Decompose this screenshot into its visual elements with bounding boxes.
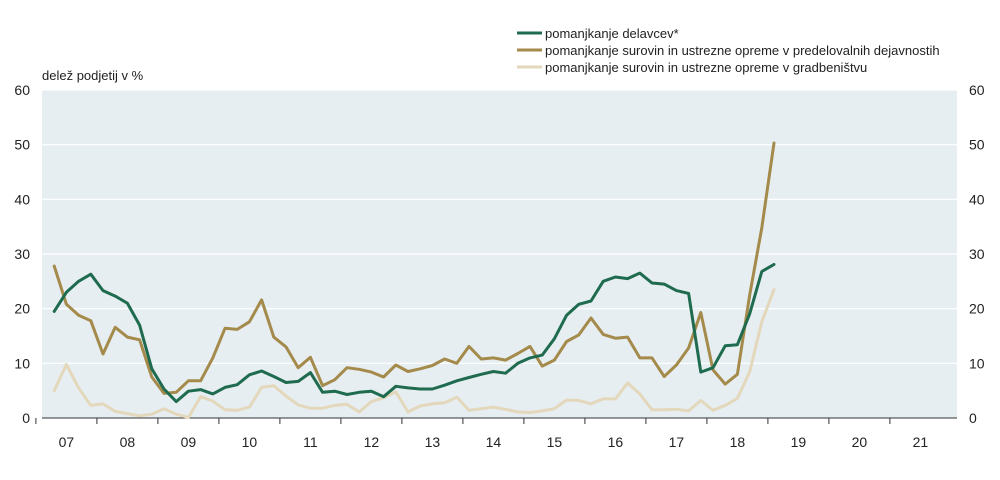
y-tick-label-left: 20: [14, 301, 30, 317]
x-tick-label: 17: [669, 434, 685, 450]
x-tick-label: 12: [364, 434, 380, 450]
x-tick-label: 19: [791, 434, 807, 450]
y-tick-label-left: 0: [22, 410, 30, 426]
legend-label: pomanjkanje surovin in ustrezne opreme v…: [545, 60, 867, 75]
y-tick-label-right: 30: [969, 246, 985, 262]
x-tick-label: 20: [852, 434, 868, 450]
x-tick-label: 10: [242, 434, 258, 450]
gridlines: [42, 89, 957, 419]
x-tick-label: 07: [59, 434, 75, 450]
x-tick-label: 18: [730, 434, 746, 450]
x-tick-label: 15: [547, 434, 563, 450]
x-tick-label: 13: [425, 434, 441, 450]
x-tick-label: 21: [913, 434, 929, 450]
legend-label: pomanjkanje surovin in ustrezne opreme v…: [545, 43, 940, 58]
y-tick-label-left: 30: [14, 246, 30, 262]
y-tick-label-right: 20: [969, 301, 985, 317]
y-tick-label-right: 0: [969, 410, 977, 426]
y-axis-right: 0 10 20 30 40 50 60: [969, 82, 985, 426]
y-tick-label-right: 10: [969, 355, 985, 371]
series-line-1: [52, 262, 776, 404]
y-tick-label-left: 60: [14, 82, 30, 98]
y-tick-label-left: 10: [14, 355, 30, 371]
y-axis-left: 0 10 20 30 40 50 60: [14, 82, 30, 426]
legend: pomanjkanje delavcev* pomanjkanje surovin…: [517, 26, 940, 75]
y-tick-label-left: 50: [14, 137, 30, 153]
x-tick-label: 16: [608, 434, 624, 450]
y-axis-label: delež podjetij v %: [42, 68, 144, 83]
series-lines: [52, 141, 776, 419]
y-tick-label-right: 60: [969, 82, 985, 98]
legend-label: pomanjkanje delavcev*: [545, 26, 679, 41]
y-tick-label-right: 40: [969, 191, 985, 207]
y-tick-label-left: 40: [14, 191, 30, 207]
series-line-3: [52, 288, 776, 419]
x-tick-label: 09: [181, 434, 197, 450]
x-tick-label: 14: [486, 434, 502, 450]
x-tick-label: 08: [120, 434, 136, 450]
x-tick-label: 11: [303, 434, 318, 450]
y-tick-label-right: 50: [969, 137, 985, 153]
series-line-2: [52, 141, 776, 395]
x-axis: 07 08 09 10 11 12 13 14 15 16 17 18 19 20 21: [35, 418, 929, 450]
